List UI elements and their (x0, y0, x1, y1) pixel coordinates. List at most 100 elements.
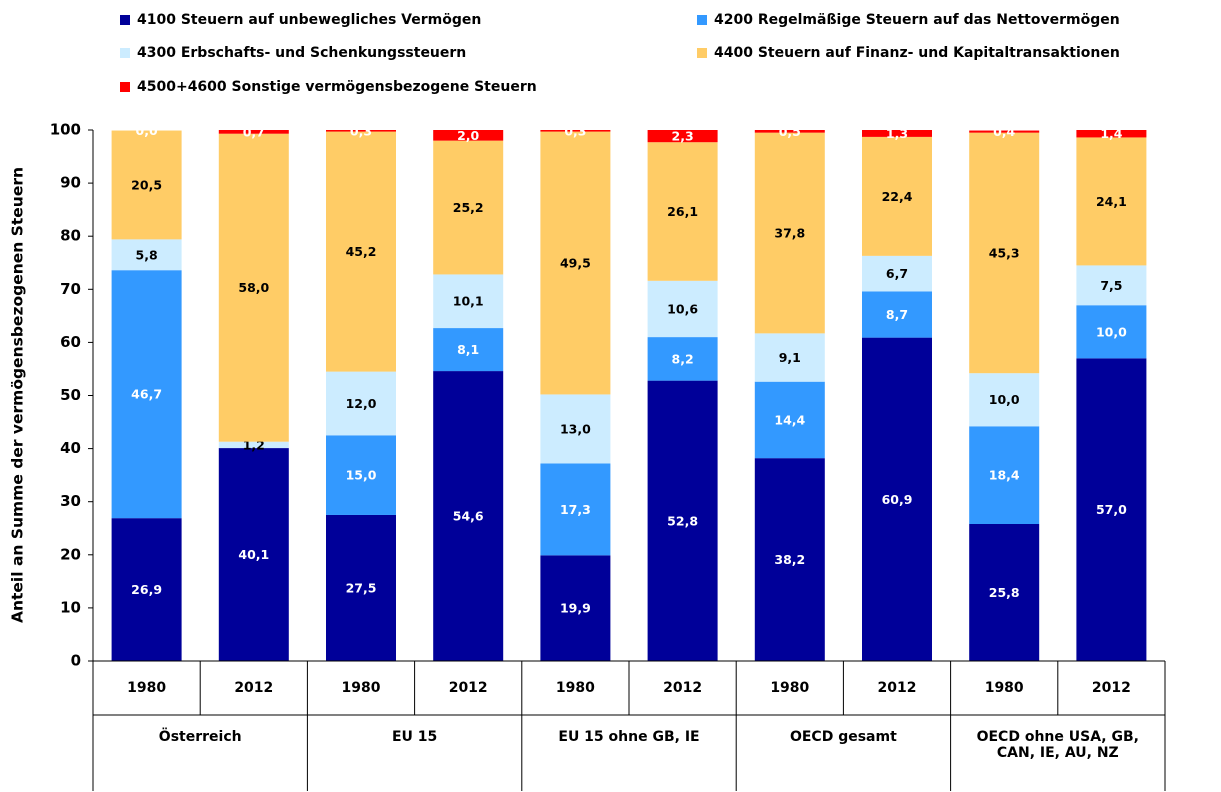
data-label: 1,4 (1100, 126, 1122, 141)
y-tick-label: 10 (60, 598, 81, 616)
bar-segment (1076, 358, 1147, 661)
bar-segment (540, 131, 611, 395)
data-label: 12,0 (346, 396, 377, 411)
y-tick-label: 100 (50, 121, 81, 139)
bar-segment (862, 291, 932, 338)
bar-segment (647, 380, 718, 661)
x-tick-label: 1980 (556, 680, 595, 696)
bar-segment (326, 514, 396, 661)
bar-segment (969, 132, 1040, 374)
y-tick-label: 90 (60, 174, 81, 192)
bar-segment (111, 270, 182, 519)
data-label: 19,9 (560, 601, 591, 616)
bar-segment (218, 133, 289, 442)
data-label: 27,5 (346, 580, 377, 595)
bar-segment (754, 458, 825, 661)
bar-segment (1076, 130, 1147, 138)
x-tick-label: 2012 (663, 680, 702, 696)
y-axis-label: Anteil an Summe der vermögensbezogenen S… (9, 167, 27, 623)
bar-segment (111, 130, 182, 240)
data-label: 26,1 (667, 204, 698, 219)
data-label: 58,0 (238, 280, 269, 295)
bar-segment (862, 136, 932, 256)
bar-segment (540, 555, 611, 661)
x-tick-label: 2012 (1092, 680, 1131, 696)
data-label: 38,2 (774, 552, 805, 567)
data-label: 25,2 (453, 200, 484, 215)
data-label: 45,2 (346, 244, 377, 259)
bar-segment (540, 394, 611, 464)
bar-segment (326, 435, 396, 515)
data-label: 10,1 (453, 294, 484, 309)
bar-segment (754, 381, 825, 459)
group-label-box: OECD ohne USA, GB, CAN, IE, AU, NZ (977, 729, 1139, 761)
bar-segment (969, 426, 1040, 525)
bar-segment (647, 130, 718, 143)
y-tick-label: 60 (60, 333, 81, 351)
bar-segment (433, 371, 504, 661)
group-label-box: EU 15 (391, 729, 438, 745)
data-label: 10,0 (989, 392, 1020, 407)
bar-segment (326, 130, 396, 132)
legend-label: 4300 Erbschafts- und Schenkungssteuern (137, 45, 466, 61)
bar-segment (754, 132, 825, 334)
data-label: 0,7 (243, 124, 265, 139)
data-label: 24,1 (1096, 194, 1127, 209)
bar-segment (218, 130, 289, 134)
legend-swatch (697, 15, 707, 25)
bar-segment (218, 441, 289, 449)
bar-segment (647, 280, 718, 338)
y-tick-label: 70 (60, 280, 81, 298)
bar-segment (647, 142, 718, 281)
data-label: 10,6 (667, 301, 698, 316)
data-label: 60,9 (882, 492, 913, 507)
x-tick-label: 1980 (770, 680, 809, 696)
bar-segment (969, 524, 1040, 661)
group-label: EU 15 (391, 729, 438, 745)
data-label: 6,7 (886, 266, 908, 281)
data-label: 8,1 (457, 342, 479, 357)
bar-segment (754, 333, 825, 382)
x-tick-label: 2012 (234, 680, 273, 696)
bar-segment (433, 274, 504, 329)
data-label: 0,4 (993, 124, 1015, 139)
bar-segment (540, 130, 611, 132)
data-label: 13,0 (560, 421, 591, 436)
data-label: 52,8 (667, 513, 698, 528)
data-label: 5,8 (136, 247, 158, 262)
data-label: 57,0 (1096, 502, 1127, 517)
bar-segment (1076, 305, 1147, 359)
group-label: Österreich (158, 729, 242, 745)
data-label: 49,5 (560, 256, 591, 271)
data-label: 2,3 (672, 129, 694, 144)
data-label: 17,3 (560, 502, 591, 517)
y-tick-label: 80 (60, 227, 81, 245)
bar-segment (540, 463, 611, 556)
data-label: 8,2 (672, 351, 694, 366)
data-label: 46,7 (131, 387, 162, 402)
data-label: 0,5 (779, 124, 801, 139)
data-label: 40,1 (238, 547, 269, 562)
data-label: 26,9 (131, 582, 162, 597)
legend-label: 4200 Regelmäßige Steuern auf das Nettove… (714, 12, 1120, 28)
bar-segment (326, 371, 396, 436)
bar-segment (433, 140, 504, 275)
bar-segment (862, 337, 932, 661)
data-label: 1,3 (886, 126, 908, 141)
bar-segment (647, 337, 718, 381)
bar-segment (326, 131, 396, 372)
legend-swatch (120, 15, 130, 25)
data-label: 22,4 (882, 189, 913, 204)
data-label: 8,7 (886, 307, 908, 322)
data-label: 0,3 (564, 123, 586, 138)
bar-segment (969, 130, 1040, 133)
bar-segment (111, 239, 182, 271)
y-tick-label: 30 (60, 492, 81, 510)
data-label: 45,3 (989, 245, 1020, 260)
group-label: EU 15 ohne GB, IE (558, 729, 700, 745)
group-label: OECD gesamt (789, 729, 897, 745)
data-label: 54,6 (453, 509, 484, 524)
bar-segment (862, 130, 932, 137)
group-label-box: OECD gesamt (789, 729, 897, 745)
